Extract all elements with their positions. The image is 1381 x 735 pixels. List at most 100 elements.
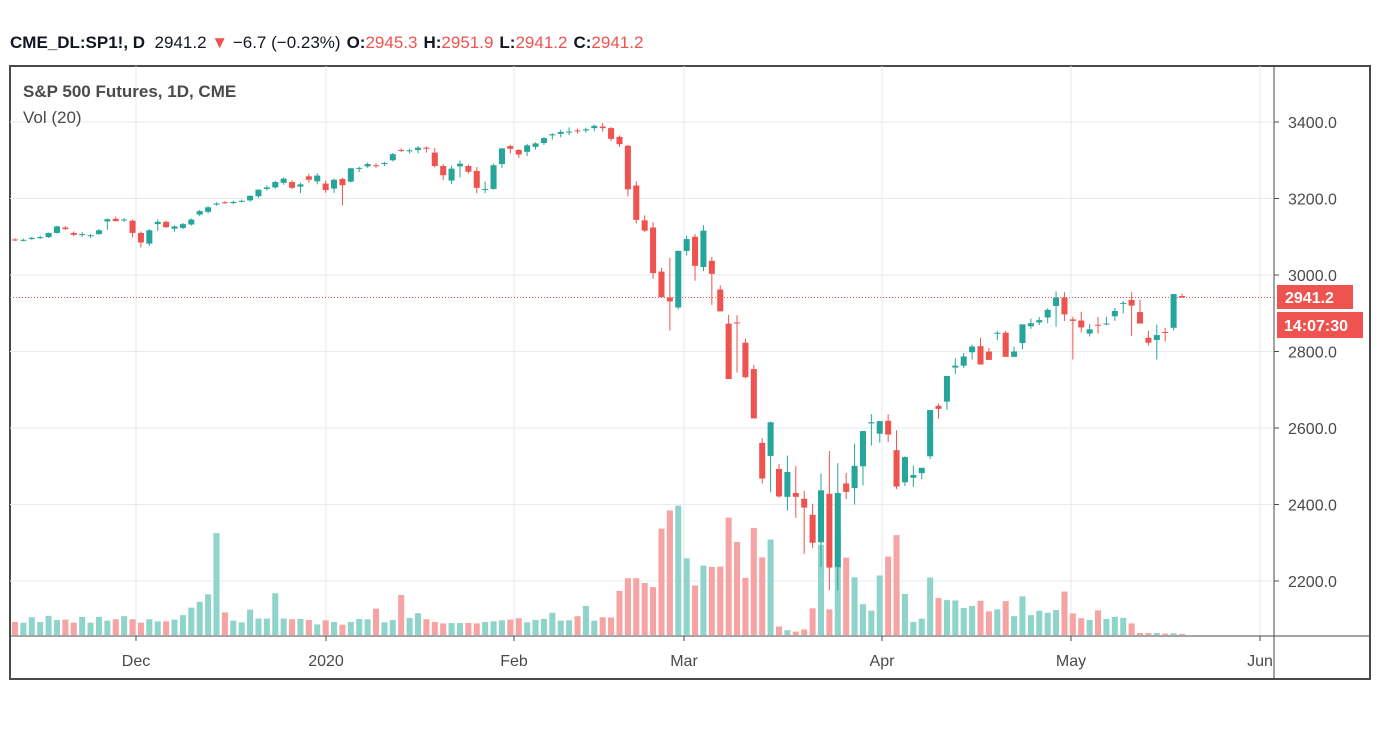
volume-bar xyxy=(1111,616,1118,635)
candle-body xyxy=(171,226,178,229)
volume-bar xyxy=(272,593,279,635)
volume-bar xyxy=(683,558,690,635)
x-tick-label: Apr xyxy=(870,653,896,670)
candle-body xyxy=(389,154,396,161)
volume-bar xyxy=(1053,610,1060,635)
candle-body xyxy=(826,493,833,568)
countdown-tag: 14:07:30 xyxy=(1277,312,1363,338)
candle-body xyxy=(1111,310,1118,317)
volume-bar xyxy=(868,610,875,635)
high-value: 2951.9 xyxy=(441,33,494,52)
candle-body xyxy=(692,236,699,266)
candle-body xyxy=(213,203,220,205)
volume-bar xyxy=(507,619,514,635)
candle-body xyxy=(717,289,724,312)
candle-body xyxy=(675,250,682,308)
volume-bar xyxy=(532,619,539,635)
candle-body xyxy=(1061,297,1068,315)
candle-body xyxy=(1095,324,1102,326)
volume-bar xyxy=(364,619,371,635)
volume-bar xyxy=(213,533,220,635)
candle-body xyxy=(750,369,757,419)
volume-bar xyxy=(1162,633,1169,635)
candle-body xyxy=(1136,312,1144,324)
candle-body xyxy=(95,230,102,235)
candle-body xyxy=(524,145,531,152)
volume-bar xyxy=(1069,613,1076,635)
low-label: L: xyxy=(499,33,516,52)
candle-body xyxy=(566,131,573,133)
open-value: 2945.3 xyxy=(365,33,418,52)
volume-bar xyxy=(994,609,1001,635)
volume-bar xyxy=(179,615,186,635)
volume-bar xyxy=(482,622,489,635)
last-price: 2941.2 xyxy=(154,33,207,52)
volume-bar xyxy=(188,607,195,635)
y-tick-label: 3000.0 xyxy=(1288,268,1337,285)
volume-bar xyxy=(1136,632,1144,635)
candle-body xyxy=(1178,296,1186,298)
high-label: H: xyxy=(423,33,442,52)
volume-bar xyxy=(549,612,556,635)
volume-bar xyxy=(1178,633,1186,635)
volume-bar xyxy=(893,535,900,635)
candle-body xyxy=(28,237,35,240)
candle-body xyxy=(423,147,430,149)
volume-bar xyxy=(1019,596,1026,635)
candle-body xyxy=(448,168,455,181)
volume-bar xyxy=(95,616,102,635)
candle-body xyxy=(1027,323,1034,327)
candle-body xyxy=(1044,309,1051,318)
candle-body xyxy=(1036,320,1043,323)
candle-body xyxy=(1053,297,1060,306)
volume-bar xyxy=(566,620,573,635)
volume-bar xyxy=(406,617,413,635)
volume-bar xyxy=(750,527,757,635)
time-axis[interactable]: Dec 2020 Feb Mar Apr May Jun xyxy=(122,636,1273,670)
symbol-header: CME_DL:SP1!, D 2941.2 ▼ −6.7 (−0.23%) O:2… xyxy=(10,33,643,53)
open-label: O: xyxy=(346,33,366,52)
candle-body xyxy=(272,182,279,188)
candle-body xyxy=(792,493,799,497)
candle-body xyxy=(1153,335,1160,341)
volume-bar xyxy=(473,623,480,635)
x-tick-label: Mar xyxy=(670,653,698,670)
volume-bar xyxy=(297,618,304,635)
y-tick-label: 3200.0 xyxy=(1288,192,1337,209)
volume-bar xyxy=(53,619,61,635)
candle-body xyxy=(221,202,228,204)
candle-body xyxy=(817,490,825,543)
candle-body xyxy=(1103,323,1110,325)
volume-bar xyxy=(20,622,27,635)
volume-bar xyxy=(960,607,967,635)
volume-bar xyxy=(650,587,657,635)
volume-bar xyxy=(943,600,950,635)
candle-body xyxy=(339,178,346,186)
volume-bar xyxy=(524,622,531,635)
volume-bar xyxy=(1095,610,1102,635)
price-axis[interactable]: 3400.0 3200.0 3000.0 2800.0 2600.0 2400.0 2200… xyxy=(1274,115,1337,591)
candle-body xyxy=(935,405,942,409)
volume-bar xyxy=(205,594,212,635)
candle-body xyxy=(280,178,287,183)
candle-body xyxy=(53,226,61,233)
symbol-name: CME_DL:SP1!, D xyxy=(10,33,146,52)
volume-bar xyxy=(112,619,119,635)
candle-body xyxy=(515,149,522,155)
volume-bar xyxy=(238,622,245,635)
x-tick-label: 2020 xyxy=(308,653,344,670)
grid-lines xyxy=(10,66,1272,636)
close-value: 2941.2 xyxy=(591,33,644,52)
candle-body xyxy=(708,260,715,274)
y-tick-label: 2200.0 xyxy=(1288,574,1337,591)
candle-body xyxy=(801,498,808,508)
volume-bar xyxy=(1170,633,1177,635)
volume-bar xyxy=(658,528,665,635)
chart-frame[interactable] xyxy=(9,65,1371,680)
volume-bar xyxy=(859,604,866,635)
volume-bar xyxy=(137,622,144,635)
volume-bar xyxy=(969,605,976,635)
price-change: −6.7 (−0.23%) xyxy=(232,33,341,52)
candle-body xyxy=(247,195,254,201)
